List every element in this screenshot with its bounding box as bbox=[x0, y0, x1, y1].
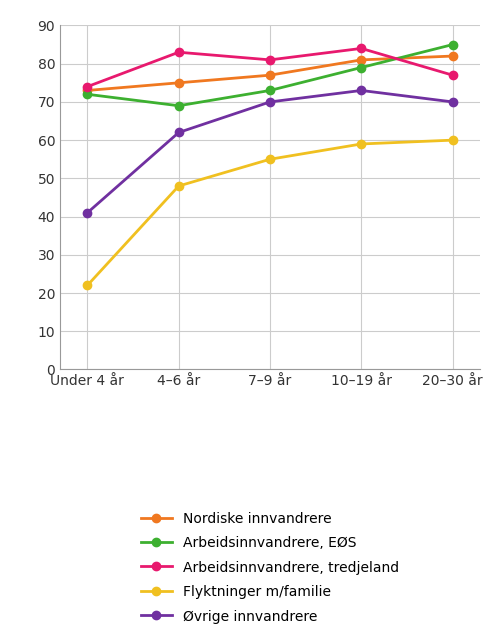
Legend: Nordiske innvandrere, Arbeidsinnvandrere, EØS, Arbeidsinnvandrere, tredjeland, F: Nordiske innvandrere, Arbeidsinnvandrere… bbox=[141, 512, 399, 624]
